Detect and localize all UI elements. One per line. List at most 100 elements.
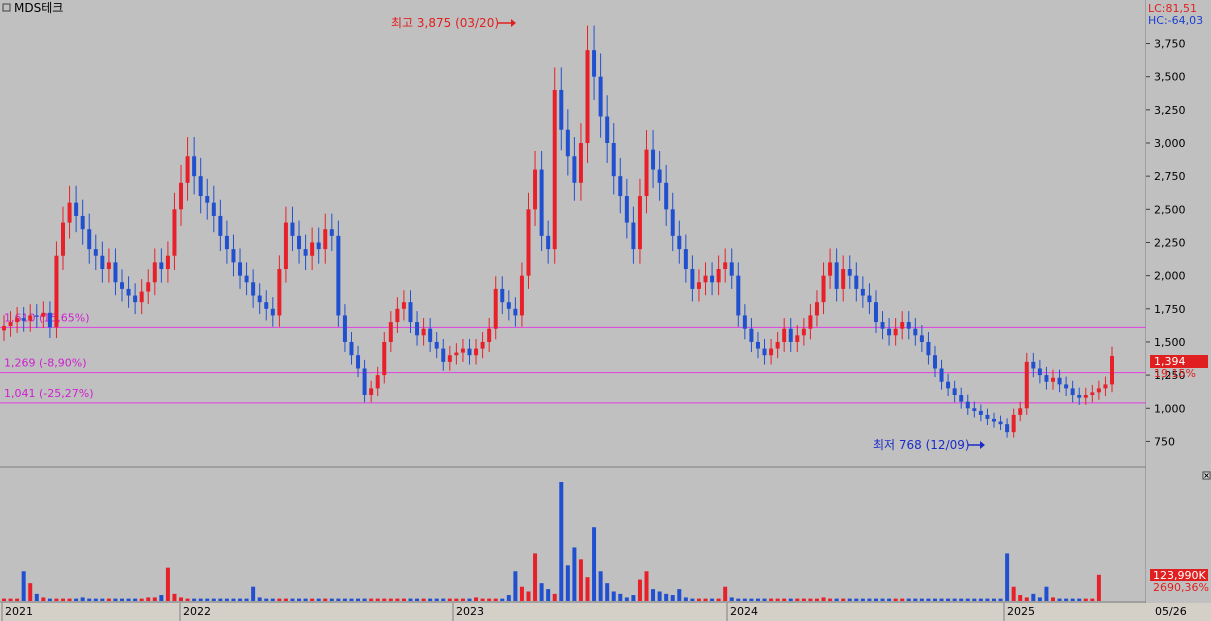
candle-body bbox=[428, 328, 433, 342]
volume-bar bbox=[21, 571, 26, 601]
candle-body bbox=[388, 322, 393, 342]
volume-bar bbox=[493, 598, 498, 601]
low-annotation: 최저 768 (12/09) bbox=[873, 438, 985, 452]
candle-body bbox=[860, 288, 865, 296]
volume-bar bbox=[808, 598, 813, 601]
candle-body bbox=[906, 322, 911, 329]
volume-bar bbox=[126, 598, 131, 601]
volume-bar bbox=[919, 598, 924, 601]
volume-bar bbox=[54, 598, 59, 601]
volume-bar bbox=[421, 598, 426, 601]
candle-body bbox=[762, 348, 767, 356]
candle-body bbox=[533, 169, 538, 210]
candle-body bbox=[742, 315, 747, 329]
window-icon[interactable] bbox=[2, 3, 11, 12]
candle-body bbox=[329, 229, 334, 236]
candle-body bbox=[782, 328, 787, 342]
candle-body bbox=[755, 341, 760, 349]
volume-bar bbox=[388, 598, 393, 601]
high-label: 최고 3,875 (03/20) bbox=[391, 16, 499, 30]
volume-bar bbox=[2, 598, 6, 601]
candle-body bbox=[1103, 384, 1108, 389]
volume-bar bbox=[716, 598, 721, 601]
candle-body bbox=[900, 322, 905, 329]
change-label: 19,15% bbox=[1154, 367, 1196, 380]
candle-body bbox=[87, 229, 92, 250]
y-tick-label: 1,750 bbox=[1154, 303, 1186, 316]
volume-bar bbox=[474, 597, 479, 601]
candle-body bbox=[926, 341, 931, 356]
volume-bar bbox=[323, 598, 328, 601]
volume-bar bbox=[572, 547, 577, 601]
candle-body bbox=[159, 262, 164, 270]
candle-body bbox=[21, 318, 26, 321]
volume-bar bbox=[1044, 586, 1049, 601]
candle-body bbox=[54, 255, 59, 328]
volume-bar bbox=[336, 598, 341, 601]
candle-body bbox=[513, 308, 518, 316]
candle-body bbox=[651, 149, 656, 170]
candle-body bbox=[224, 235, 229, 250]
candle-body bbox=[703, 275, 708, 283]
x-tick-label: 2022 bbox=[183, 605, 211, 618]
candle-body bbox=[67, 202, 72, 223]
volume-bar bbox=[349, 598, 354, 601]
candle-body bbox=[1024, 361, 1029, 409]
candle-body bbox=[939, 368, 944, 382]
candle-body bbox=[165, 255, 170, 270]
candle-body bbox=[559, 89, 564, 130]
candle-body bbox=[664, 182, 669, 210]
volume-bar bbox=[382, 598, 387, 601]
candle-body bbox=[211, 202, 216, 216]
x-tick-label: 2021 bbox=[5, 605, 33, 618]
current-price-label: 1,394 bbox=[1154, 355, 1186, 368]
candle-body bbox=[441, 348, 446, 362]
volume-bar bbox=[8, 598, 13, 601]
candle-body bbox=[1031, 361, 1036, 369]
candle-body bbox=[519, 275, 524, 316]
candle-body bbox=[978, 410, 983, 415]
candle-body bbox=[1083, 395, 1088, 398]
volume-bar bbox=[80, 597, 85, 601]
candle-body bbox=[565, 129, 570, 157]
candle-body bbox=[539, 169, 544, 236]
volume-bar bbox=[67, 598, 72, 601]
candle-body bbox=[795, 335, 800, 342]
volume-bar bbox=[500, 598, 505, 601]
volume-bar bbox=[519, 586, 524, 601]
volume-bar bbox=[1037, 597, 1042, 601]
candle-body bbox=[480, 341, 485, 349]
candle-body bbox=[323, 229, 328, 250]
volume-bar bbox=[316, 598, 321, 601]
volume-bar bbox=[415, 598, 420, 601]
candle-body bbox=[251, 282, 256, 296]
candle-body bbox=[408, 302, 413, 323]
candle-body bbox=[290, 222, 295, 236]
volume-bar bbox=[605, 583, 610, 601]
candle-body bbox=[637, 196, 642, 250]
volume-bar bbox=[133, 598, 138, 601]
volume-bar bbox=[762, 598, 767, 601]
volume-bar bbox=[644, 571, 649, 601]
volume-bar bbox=[578, 559, 583, 601]
volume-bar bbox=[257, 597, 262, 601]
candle-body bbox=[1018, 408, 1023, 415]
candle-body bbox=[401, 302, 406, 309]
candle-body bbox=[1077, 395, 1082, 398]
candle-body bbox=[854, 275, 859, 289]
volume-bar bbox=[297, 598, 302, 601]
high-arrow-head-icon bbox=[511, 19, 516, 27]
candle-body bbox=[801, 328, 806, 336]
volume-bar bbox=[513, 571, 518, 601]
candle-body bbox=[375, 375, 380, 389]
date-label: 05/26 bbox=[1155, 605, 1187, 618]
candle-body bbox=[415, 322, 420, 336]
candle-body bbox=[356, 355, 361, 369]
volume-bar bbox=[113, 598, 118, 601]
candle-body bbox=[382, 341, 387, 376]
candle-body bbox=[611, 143, 616, 177]
volume-bar bbox=[356, 598, 361, 601]
candle-body bbox=[205, 196, 210, 203]
volume-bar bbox=[460, 598, 465, 601]
volume-bar bbox=[867, 598, 872, 601]
